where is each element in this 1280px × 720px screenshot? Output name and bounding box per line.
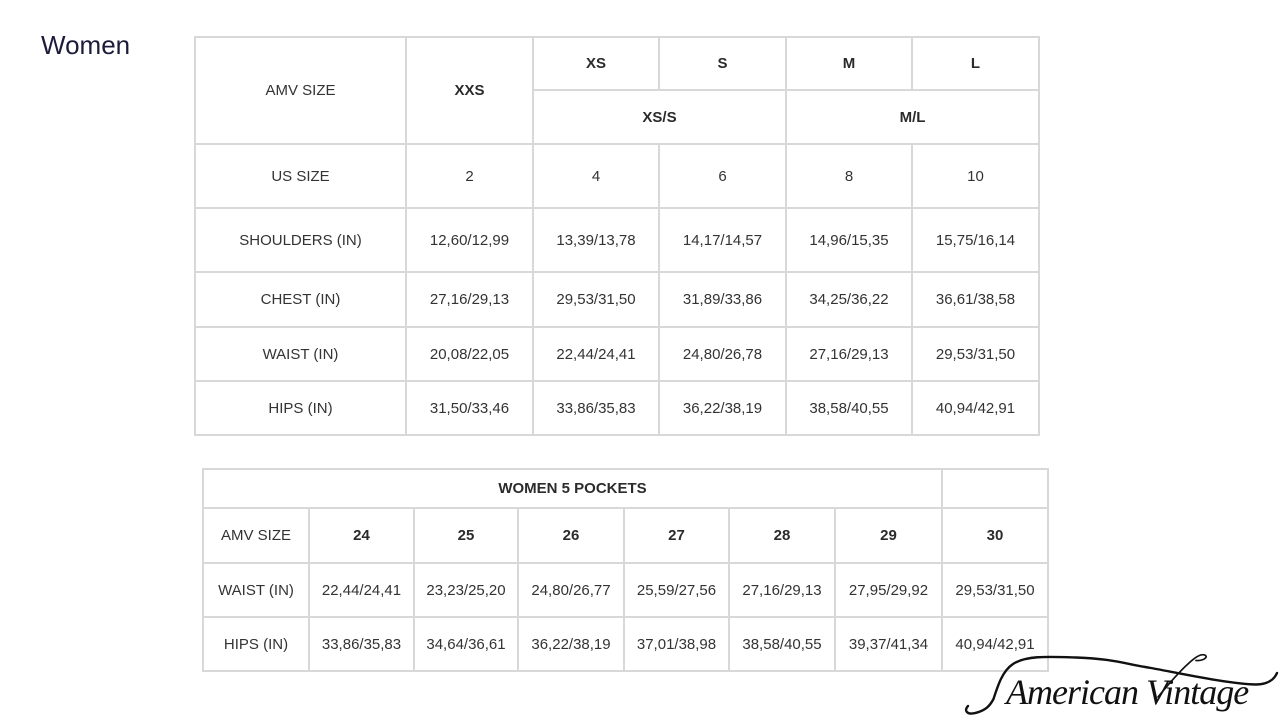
- svg-text:American Vintage: American Vintage: [1004, 672, 1249, 712]
